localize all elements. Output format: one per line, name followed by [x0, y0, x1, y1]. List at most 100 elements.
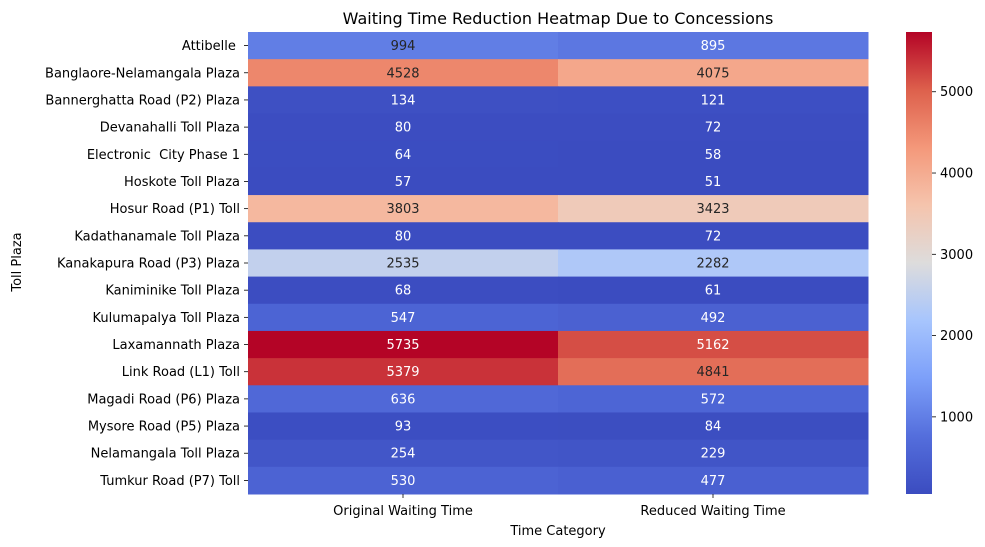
row-label: Kanakapura Road (P3) Plaza — [57, 257, 240, 272]
heatmap-cell — [248, 330, 559, 359]
cell-value-label: 72 — [705, 229, 722, 244]
colorbar-tick-label: 5000 — [940, 85, 973, 100]
colorbar-ticks: 1000 2000 3000 4000 5000 — [932, 85, 973, 425]
cell-value-label: 895 — [701, 39, 726, 54]
heatmap-cell — [558, 385, 869, 413]
cell-value-label: 61 — [705, 284, 722, 299]
heatmap-cell — [558, 466, 869, 495]
heatmap-cell — [558, 59, 869, 87]
cell-value-label: 4841 — [696, 365, 729, 380]
cell-value-label: 2535 — [386, 257, 419, 272]
cell-value-label: 80 — [395, 229, 412, 244]
row-label: Mysore Road (P5) Plaza — [88, 420, 240, 435]
row-label: Nelamangala Toll Plaza — [91, 447, 240, 462]
row-label: Attibelle — [182, 39, 240, 54]
row-labels: Attibelle Banglaore-Nelamangala Plaza Ban… — [45, 39, 248, 489]
row-label: Hoskote Toll Plaza — [124, 175, 240, 190]
heatmap-cell — [248, 358, 559, 386]
heatmap-cell — [248, 195, 559, 223]
row-label: Laxamannath Plaza — [112, 338, 240, 353]
heatmap-cell — [248, 86, 559, 115]
heatmap-cell — [558, 140, 869, 169]
row-label: Devanahalli Toll Plaza — [100, 121, 240, 136]
heatmap-cell — [558, 358, 869, 386]
cell-value-label: 84 — [705, 420, 722, 435]
heatmap-cell — [248, 32, 559, 60]
cell-value-label: 636 — [391, 392, 416, 407]
cell-value-label: 58 — [705, 148, 722, 163]
heatmap-cell — [558, 86, 869, 115]
heatmap-cell — [248, 113, 559, 142]
cell-value-label: 68 — [395, 284, 412, 299]
cell-value-label: 492 — [701, 311, 726, 326]
heatmap-cell — [248, 412, 559, 441]
y-axis-label: Toll Plaza — [10, 232, 25, 292]
row-label: Kulumapalya Toll Plaza — [93, 311, 240, 326]
heatmap-cell — [248, 385, 559, 413]
heatmap-cell — [558, 32, 869, 60]
heatmap-cell — [558, 113, 869, 142]
cell-value-label: 2282 — [696, 257, 729, 272]
row-label: Hosur Road (P1) Toll — [110, 202, 240, 217]
heatmap-cell — [558, 303, 869, 332]
heatmap-cell — [248, 303, 559, 332]
column-labels: Original Waiting Time Reduced Waiting Tim… — [333, 494, 786, 519]
heatmap-cell — [558, 330, 869, 359]
heatmap-cell — [248, 167, 559, 196]
heatmap-cell — [558, 195, 869, 223]
cell-value-label: 547 — [391, 311, 416, 326]
heatmap-cell — [248, 466, 559, 495]
heatmap-cell — [558, 249, 869, 278]
heatmap-cell — [558, 276, 869, 305]
cell-value-label: 229 — [701, 447, 726, 462]
heatmap-cell — [248, 276, 559, 305]
cell-value-label: 64 — [395, 148, 412, 163]
cell-value-label: 477 — [701, 474, 726, 489]
heatmap-cell — [248, 140, 559, 169]
cell-value-label: 121 — [701, 93, 726, 108]
cell-value-label: 5735 — [386, 338, 419, 353]
row-label: Link Road (L1) Toll — [122, 365, 240, 380]
heatmap-cell — [558, 412, 869, 441]
heatmap-cell — [248, 439, 559, 468]
heatmap-cell — [248, 222, 559, 250]
cell-value-label: 57 — [395, 175, 412, 190]
row-label: Bannerghatta Road (P2) Plaza — [45, 93, 240, 108]
cell-value-label: 4075 — [696, 66, 729, 81]
cell-value-label: 994 — [391, 39, 416, 54]
row-label: Banglaore-Nelamangala Plaza — [45, 66, 240, 81]
cell-value-label: 530 — [391, 474, 416, 489]
cell-value-label: 51 — [705, 175, 722, 190]
colorbar — [906, 32, 932, 494]
row-label: Magadi Road (P6) Plaza — [87, 392, 240, 407]
colorbar-tick-label: 2000 — [940, 329, 973, 344]
heatmap-cell — [558, 167, 869, 196]
column-label: Reduced Waiting Time — [640, 504, 785, 519]
cell-value-label: 80 — [395, 121, 412, 136]
colorbar-tick-label: 3000 — [940, 248, 973, 263]
row-label: Kadathanamale Toll Plaza — [74, 229, 240, 244]
chart-title: Waiting Time Reduction Heatmap Due to Co… — [343, 9, 774, 28]
cell-value-label: 572 — [701, 392, 726, 407]
x-axis-label: Time Category — [509, 524, 606, 539]
heatmap-cells: 994 895 4528 4075 134 121 80 72 64 58 57 51 3803 3423… — [248, 32, 869, 495]
cell-value-label: 3803 — [386, 202, 419, 217]
cell-value-label: 3423 — [696, 202, 729, 217]
heatmap-cell — [248, 59, 559, 87]
cell-value-label: 93 — [395, 420, 412, 435]
colorbar-tick-label: 4000 — [940, 167, 973, 182]
cell-value-label: 134 — [391, 93, 416, 108]
row-label: Tumkur Road (P7) Toll — [99, 474, 240, 489]
cell-value-label: 4528 — [386, 66, 419, 81]
cell-value-label: 72 — [705, 121, 722, 136]
heatmap-cell — [248, 249, 559, 278]
cell-value-label: 254 — [391, 447, 416, 462]
heatmap-cell — [558, 222, 869, 250]
cell-value-label: 5379 — [386, 365, 419, 380]
column-label: Original Waiting Time — [333, 504, 473, 519]
row-label: Kaniminike Toll Plaza — [105, 284, 240, 299]
row-label: Electronic City Phase 1 — [87, 148, 240, 163]
cell-value-label: 5162 — [696, 338, 729, 353]
heatmap-cell — [558, 439, 869, 468]
